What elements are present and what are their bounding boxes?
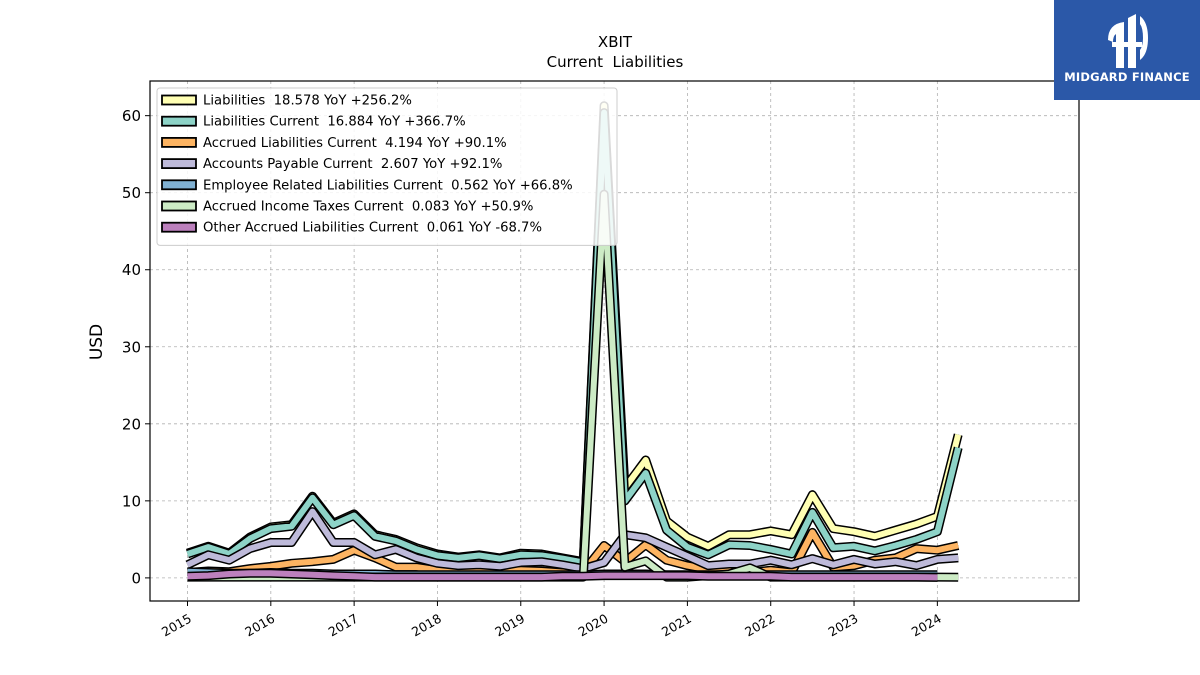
x-tick-label: 2017 xyxy=(326,611,361,640)
y-tick-label: 30 xyxy=(122,338,141,356)
x-tick-label: 2018 xyxy=(409,611,444,640)
series-line-other-accrued-liabilities-current xyxy=(187,570,938,581)
legend-box xyxy=(156,87,618,246)
chart-subtitle: Current Liabilities xyxy=(547,53,684,71)
y-axis-label: USD xyxy=(87,324,107,360)
plot-area xyxy=(185,101,963,582)
series-line-liabilities-current xyxy=(186,109,962,566)
y-tick-label: 20 xyxy=(122,415,141,433)
legend-entry: Other Accrued Liabilities Current 0.061 … xyxy=(203,221,542,236)
chart-title: XBIT xyxy=(598,33,633,51)
x-tick-label: 2022 xyxy=(742,611,777,640)
legend-swatch xyxy=(161,94,197,106)
brand-mark-icon xyxy=(1108,14,1148,68)
series-line-accounts-payable-current xyxy=(186,508,959,572)
y-tick-label: 50 xyxy=(122,184,141,202)
x-tick-label: 2021 xyxy=(659,611,694,640)
legend-swatch xyxy=(161,115,197,127)
x-tick-label: 2015 xyxy=(159,611,194,640)
legend-entry: Accrued Liabilities Current 4.194 YoY +9… xyxy=(203,136,507,151)
y-tick-label: 60 xyxy=(122,107,141,125)
legend-entry: Accrued Income Taxes Current 0.083 YoY +… xyxy=(203,200,533,215)
x-tick-label: 2023 xyxy=(825,611,860,640)
x-tick-label: 2020 xyxy=(576,611,611,640)
legend-entry: Employee Related Liabilities Current 0.5… xyxy=(203,178,573,193)
legend-entry: Liabilities 18.578 YoY +256.2% xyxy=(203,94,412,109)
legend-swatch xyxy=(161,136,197,148)
x-tick-label: 2024 xyxy=(909,611,944,640)
y-tick-label: 0 xyxy=(131,569,141,587)
legend-entry: Liabilities Current 16.884 YoY +366.7% xyxy=(203,115,466,130)
legend-swatch xyxy=(161,200,197,212)
legend-swatch xyxy=(161,179,197,191)
legend: Liabilities 18.578 YoY +256.2% Liabilitie… xyxy=(156,87,618,246)
x-tick-label: 2016 xyxy=(242,611,277,640)
legend-swatch xyxy=(161,158,197,170)
y-tick-label: 40 xyxy=(122,261,141,279)
brand-logo: MIDGARD FINANCE xyxy=(1054,0,1200,100)
legend-entry: Accounts Payable Current 2.607 YoY +92.1… xyxy=(203,157,502,172)
y-tick-label: 10 xyxy=(122,492,141,510)
x-tick-label: 2019 xyxy=(492,611,527,640)
axes-frame xyxy=(149,80,1080,602)
legend-swatch xyxy=(161,221,197,233)
brand-name: MIDGARD FINANCE xyxy=(1064,70,1190,84)
